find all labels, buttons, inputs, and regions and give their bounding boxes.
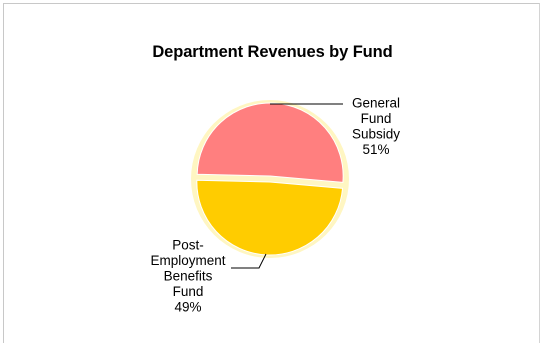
leader-line-1 [231,253,267,269]
chart-frame: Department Revenues by Fund [3,3,540,343]
slice-label-1-line-1: Employment [150,253,225,268]
slice-label-0-line-1: Fund [361,111,392,126]
slice-label-0-line-0: General [352,96,400,111]
slice-label-1-line-3: Fund [173,284,204,299]
slice-percent-label-1: 49% [174,300,201,315]
slice-percent-label-0: 51% [362,142,389,157]
pie-slice-1 [196,179,344,256]
pie-slice-0 [196,102,344,183]
slice-label-1-line-0: Post- [172,238,204,253]
slice-label-0-line-2: Subsidy [352,127,400,142]
chart-title: Department Revenues by Fund [152,43,393,61]
slice-label-1-line-2: Benefits [164,269,213,284]
